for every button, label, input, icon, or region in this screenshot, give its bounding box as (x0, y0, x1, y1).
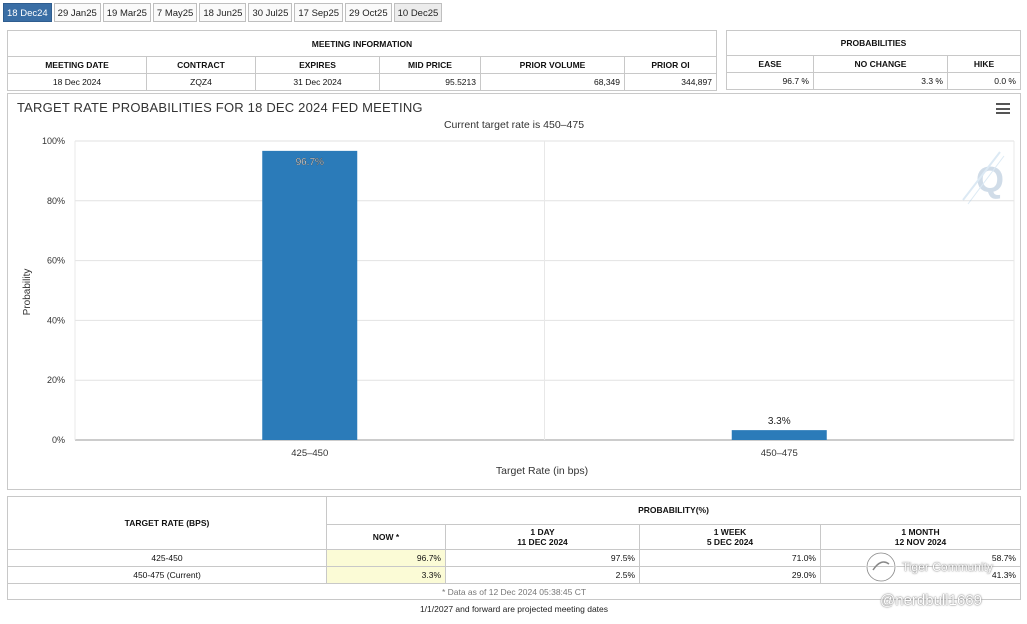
tab-17-sep25[interactable]: 17 Sep25 (294, 3, 344, 22)
col-expires: EXPIRES (255, 56, 380, 74)
x-tick-label: 425–450 (291, 448, 328, 459)
hamburger-menu-icon[interactable] (996, 103, 1010, 114)
expires-value: 31 Dec 2024 (255, 73, 380, 91)
y-tick-label: 100% (42, 136, 65, 146)
table-row: 450-475 (Current) 3.3% 2.5% 29.0% 41.3% (7, 566, 1021, 584)
col-prior-oi: PRIOR OI (624, 56, 717, 74)
prior-oi-value: 344,897 (624, 73, 717, 91)
col-1-day: 1 DAY 11 DEC 2024 (445, 523, 640, 551)
no-change-value: 3.3 % (813, 72, 948, 90)
chart-subtitle: Current target rate is 450–475 (443, 119, 585, 131)
watermark-community: Tiger Community (902, 560, 993, 574)
bar-value-label: 96.7% (296, 157, 324, 168)
row-label: 425-450 (7, 549, 327, 567)
mid-price-value: 95.5213 (379, 73, 481, 91)
col-hike: HIKE (947, 55, 1021, 73)
x-axis-label: Target Rate (in bps) (496, 465, 588, 477)
col-1-day-label: 1 DAY (530, 526, 555, 537)
tab-29-oct25[interactable]: 29 Oct25 (345, 3, 392, 22)
bar[interactable] (262, 150, 358, 440)
y-tick-label: 80% (47, 196, 65, 206)
chart-title: TARGET RATE PROBABILITIES FOR 18 DEC 202… (17, 100, 423, 115)
col-1-month-label: 1 MONTH (901, 526, 940, 537)
y-axis-label: Probability (22, 269, 33, 316)
prior-volume-value: 68,349 (480, 73, 625, 91)
target-rate-chart: TARGET RATE PROBABILITIES FOR 18 DEC 202… (7, 93, 1021, 490)
meeting-tabs: 18 Dec24 29 Jan25 19 Mar25 7 May25 18 Ju… (3, 3, 443, 24)
tiger-logo-icon (864, 550, 898, 587)
probabilities-title: PROBABILITIES (726, 30, 1021, 56)
row-label: 450-475 (Current) (7, 566, 327, 584)
row-1-day-value: 2.5% (445, 566, 640, 584)
probability-group-header: PROBABILITY(%) (326, 496, 1021, 525)
svg-text:Q: Q (976, 159, 1004, 200)
bar-value-label: 3.3% (768, 416, 791, 427)
tab-10-dec25[interactable]: 10 Dec25 (393, 3, 443, 22)
bar[interactable] (731, 430, 827, 440)
row-1-week-value: 71.0% (639, 549, 821, 567)
q-logo-icon: Q (962, 151, 1005, 205)
chart-plot: 0% 20% 40% 60% 80% 100% 96.7% 3.3% 425–450 450–… (22, 136, 1015, 477)
col-1-month-date: 12 NOV 2024 (894, 536, 947, 547)
table-row: 425-450 96.7% 97.5% 71.0% 58.7% (7, 549, 1021, 567)
tab-18-dec24[interactable]: 18 Dec24 (3, 3, 52, 22)
col-1-week-date: 5 DEC 2024 (706, 536, 754, 547)
ease-value: 96.7 % (726, 72, 814, 90)
col-contract: CONTRACT (146, 56, 256, 74)
probabilities-table: PROBABILITIES EASE NO CHANGE HIKE 96.7 %… (726, 30, 1021, 90)
meeting-information-title: MEETING INFORMATION (7, 30, 717, 57)
data-timestamp-note: * Data as of 12 Dec 2024 05:38:45 CT (7, 583, 1021, 600)
projected-dates-footer: 1/1/2027 and forward are projected meeti… (419, 604, 609, 614)
tab-29-jan25[interactable]: 29 Jan25 (53, 3, 101, 22)
probability-history-table: TARGET RATE (BPS) PROBABILITY(%) NOW * 1… (7, 496, 1021, 600)
tab-30-jul25[interactable]: 30 Jul25 (248, 3, 293, 22)
watermark-user: @nerdbull1669 (880, 592, 982, 609)
col-1-week: 1 WEEK 5 DEC 2024 (639, 523, 821, 551)
contract-value: ZQZ4 (146, 73, 256, 91)
x-tick-label: 450–475 (761, 448, 798, 459)
meeting-date-value: 18 Dec 2024 (7, 73, 147, 91)
y-tick-label: 40% (47, 315, 65, 325)
col-now-label: NOW * (372, 531, 400, 542)
col-mid-price: MID PRICE (379, 56, 481, 74)
col-1-day-date: 11 DEC 2024 (517, 536, 568, 547)
row-1-week-value: 29.0% (639, 566, 821, 584)
y-tick-label: 20% (47, 375, 65, 385)
target-rate-header: TARGET RATE (BPS) (7, 496, 327, 550)
tab-7-may25[interactable]: 7 May25 (152, 3, 198, 22)
col-now: NOW * (326, 523, 446, 551)
col-1-week-label: 1 WEEK (713, 526, 747, 537)
hike-value: 0.0 % (947, 72, 1021, 90)
col-meeting-date: MEETING DATE (7, 56, 147, 74)
row-now-value: 3.3% (326, 566, 446, 584)
tab-19-mar25[interactable]: 19 Mar25 (102, 3, 151, 22)
row-now-value: 96.7% (326, 549, 446, 567)
y-tick-label: 0% (52, 435, 65, 445)
col-1-month: 1 MONTH 12 NOV 2024 (820, 523, 1021, 551)
col-no-change: NO CHANGE (813, 55, 948, 73)
col-ease: EASE (726, 55, 814, 73)
row-1-day-value: 97.5% (445, 549, 640, 567)
col-prior-volume: PRIOR VOLUME (480, 56, 625, 74)
meeting-information-table: MEETING INFORMATION MEETING DATE CONTRAC… (7, 30, 717, 91)
y-tick-label: 60% (47, 256, 65, 266)
tab-18-jun25[interactable]: 18 Jun25 (199, 3, 247, 22)
